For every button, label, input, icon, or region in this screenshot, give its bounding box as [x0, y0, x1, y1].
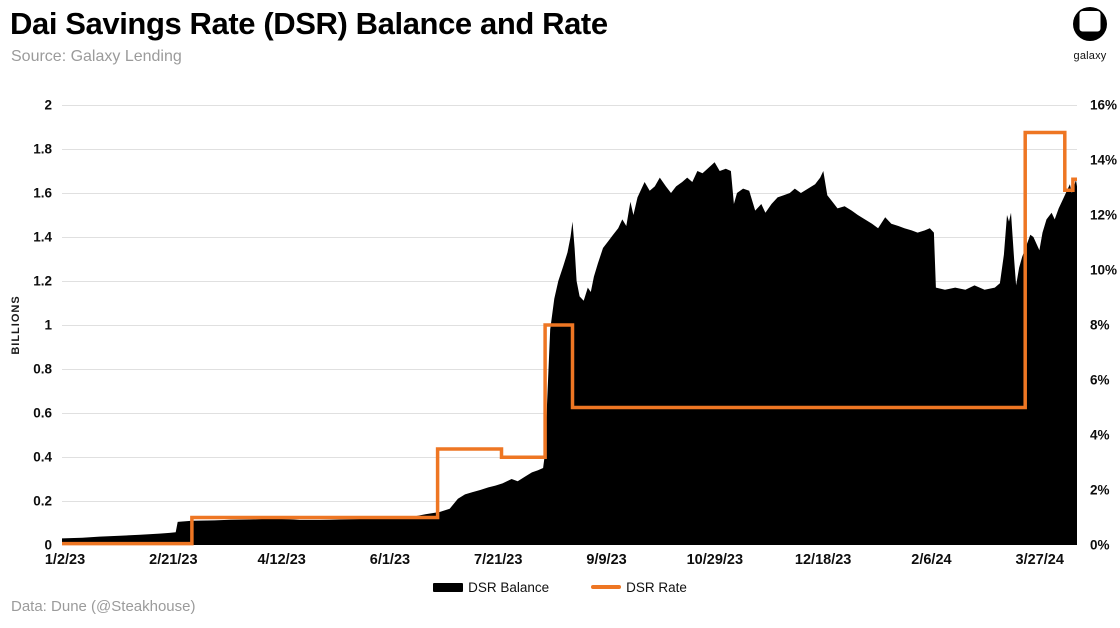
- left-axis-tick: 2: [44, 97, 52, 113]
- page-title: Dai Savings Rate (DSR) Balance and Rate: [10, 6, 608, 41]
- left-axis-tick: 0.8: [33, 361, 52, 377]
- right-axis-tick: 6%: [1090, 372, 1110, 388]
- left-axis-tick: 1.6: [33, 185, 52, 201]
- source-subtitle: Source: Galaxy Lending: [11, 48, 182, 65]
- left-axis-tick: 0: [44, 537, 52, 553]
- x-axis-tick: 2/21/23: [149, 552, 198, 568]
- rate-line-series: [62, 130, 1077, 546]
- left-axis-tick: 0.4: [33, 449, 52, 465]
- x-axis-tick: 2/6/24: [911, 552, 952, 568]
- legend-label-balance: DSR Balance: [468, 579, 550, 595]
- right-axis-tick: 12%: [1090, 207, 1118, 223]
- right-axis-tick: 16%: [1090, 97, 1118, 113]
- dsr-chart: BILLIONS 2 1.8 1.6 1.4 1.2 1 0.8 0.6 0.4 0.2 0 16% 1…: [0, 90, 1120, 570]
- left-axis-tick: 1.4: [33, 229, 52, 245]
- x-axis-tick: 12/18/23: [794, 552, 852, 568]
- plot-svg: [62, 105, 1077, 546]
- legend: DSR Balance DSR Rate: [0, 575, 1120, 599]
- left-axis-tick: 0.2: [33, 493, 52, 509]
- x-axis-tick: 7/21/23: [474, 552, 523, 568]
- x-axis-tick: 4/12/23: [257, 552, 306, 568]
- right-axis-tick: 14%: [1090, 152, 1118, 168]
- right-axis-tick: 10%: [1090, 262, 1118, 278]
- galaxy-logo-text: galaxy: [1073, 50, 1107, 62]
- x-axis-tick: 9/9/23: [586, 552, 627, 568]
- rate-swatch-icon: [591, 585, 622, 589]
- right-axis-tick: 2%: [1090, 482, 1110, 498]
- balance-area-series: [62, 162, 1077, 545]
- right-axis-tick: 4%: [1090, 427, 1110, 443]
- left-axis-title: BILLIONS: [8, 105, 24, 545]
- plot-area: [62, 105, 1077, 546]
- legend-label-rate: DSR Rate: [626, 579, 687, 595]
- galaxy-logo: galaxy: [1068, 4, 1112, 62]
- x-axis-tick: 10/29/23: [686, 552, 744, 568]
- x-axis-tick: 1/2/23: [44, 552, 86, 568]
- legend-item-rate: DSR Rate: [591, 580, 687, 595]
- right-axis-tick: 8%: [1090, 317, 1110, 333]
- x-axis-tick: 3/27/24: [1015, 552, 1064, 568]
- billions-label: BILLIONS: [10, 295, 22, 355]
- right-axis-tick: 0%: [1090, 537, 1110, 553]
- left-axis-tick: 1.2: [33, 273, 52, 289]
- left-axis-tick: 1: [44, 317, 52, 333]
- data-credit: Data: Dune (@Steakhouse): [11, 598, 196, 615]
- left-axis-tick: 0.6: [33, 405, 52, 421]
- balance-swatch-icon: [433, 582, 464, 592]
- left-axis-tick: 1.8: [33, 141, 52, 157]
- legend-item-balance: DSR Balance: [433, 580, 549, 595]
- x-axis-tick: 6/1/23: [369, 552, 411, 568]
- galaxy-logo-icon: [1073, 7, 1107, 41]
